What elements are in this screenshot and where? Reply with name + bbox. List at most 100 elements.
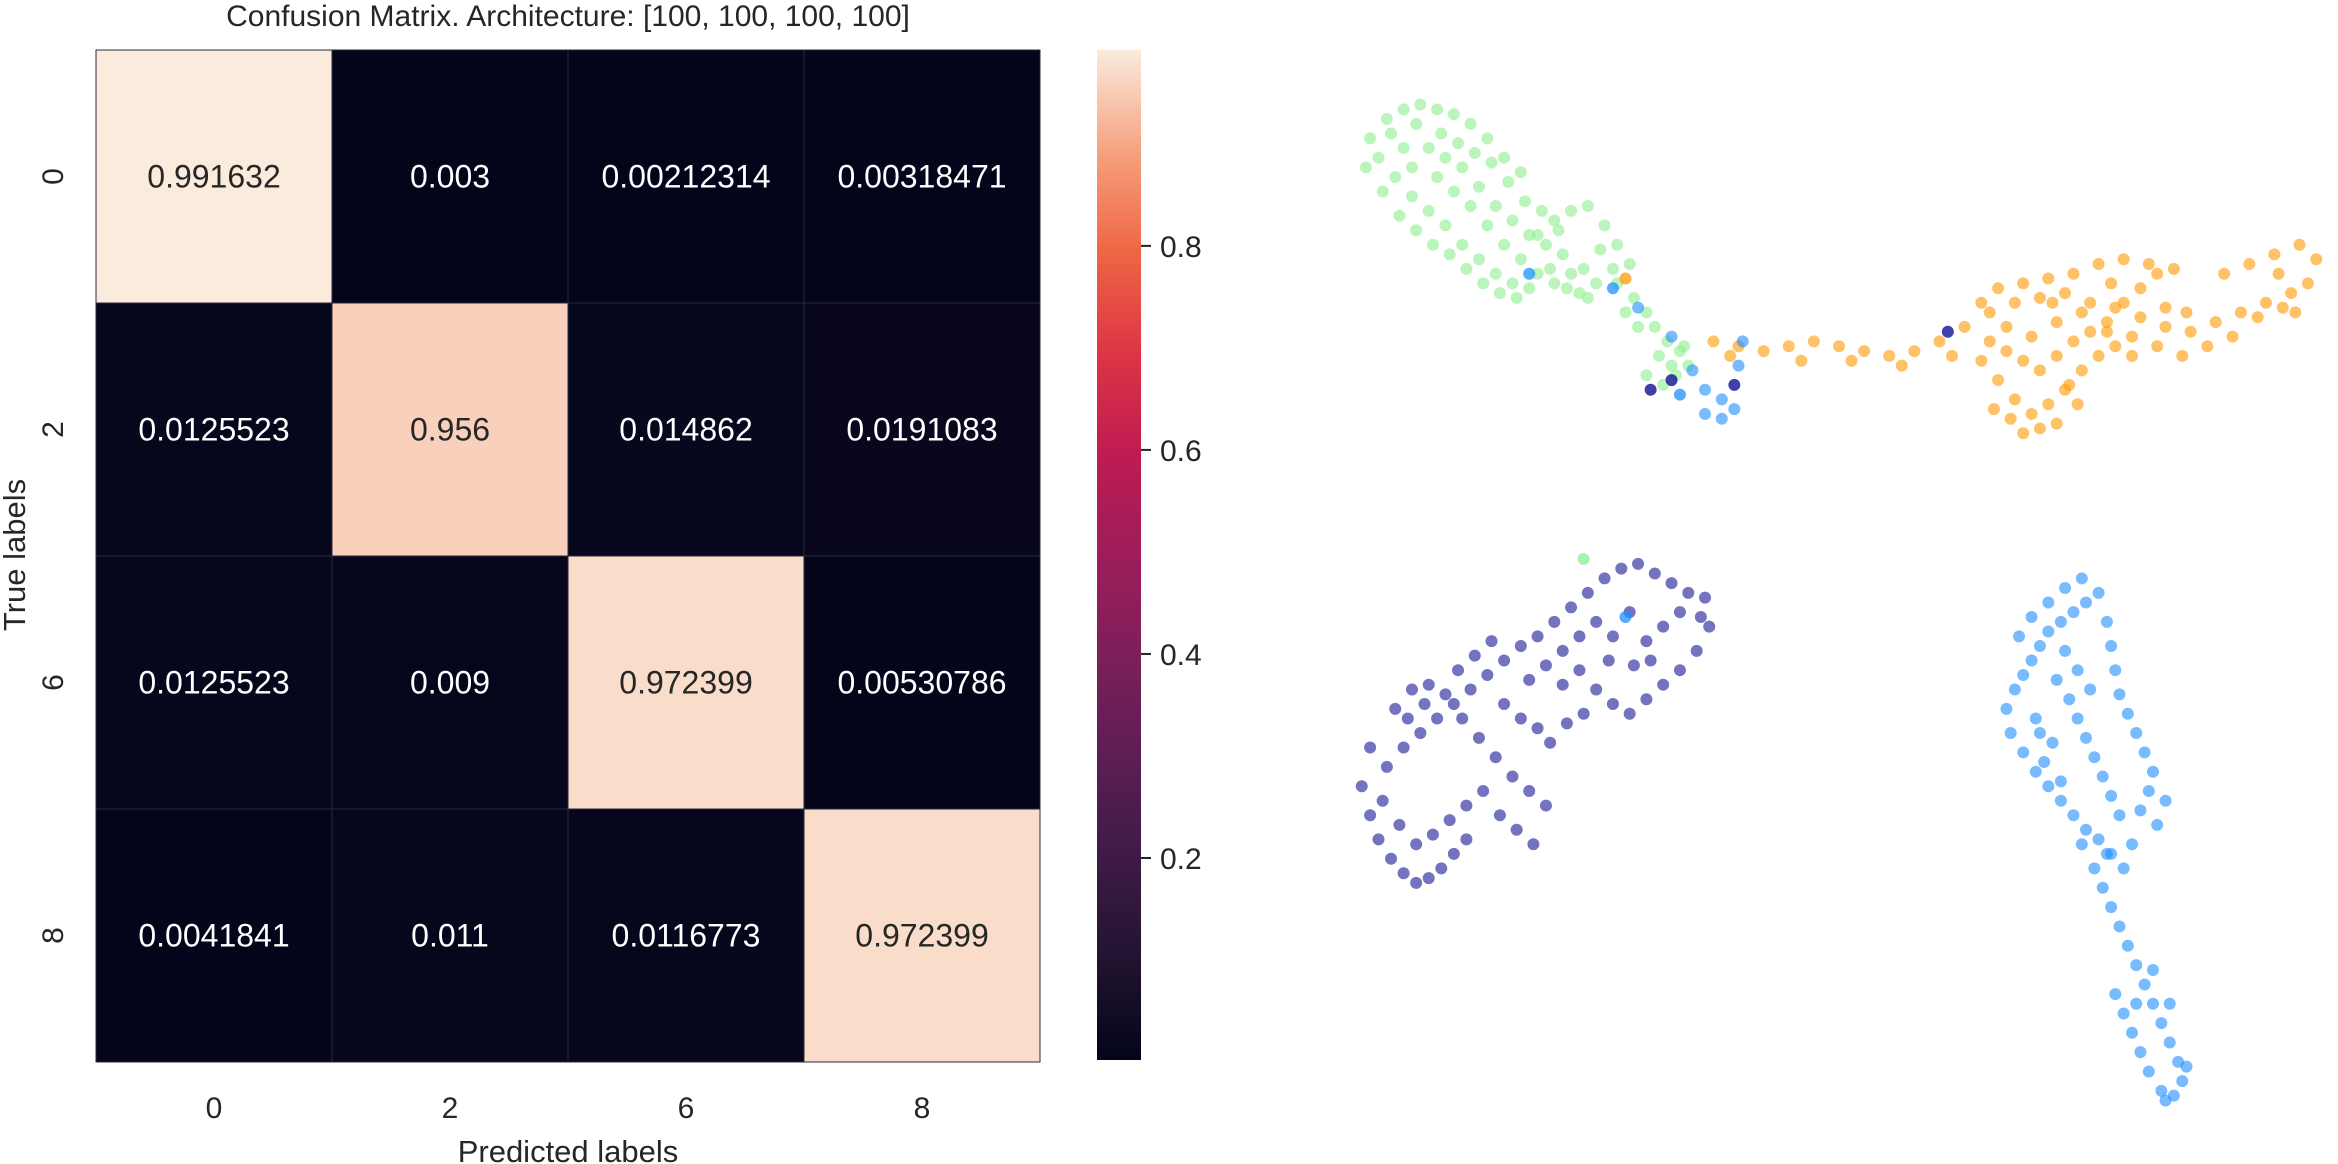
scatter-point bbox=[2033, 727, 2046, 740]
heatmap-x-ticks: 0 2 6 8 bbox=[206, 1092, 931, 1125]
scatter-point bbox=[1652, 349, 1665, 362]
heatmap-cell bbox=[331, 808, 569, 1063]
scatter-point bbox=[1598, 219, 1611, 232]
scatter-point bbox=[2071, 398, 2084, 411]
y-tick-label: 0 bbox=[37, 168, 70, 185]
scatter-point bbox=[1565, 601, 1578, 614]
scatter-point bbox=[2159, 794, 2172, 807]
scatter-point bbox=[1552, 224, 1565, 237]
scatter-point bbox=[1665, 359, 1678, 372]
scatter-point bbox=[1464, 117, 1477, 130]
scatter-point bbox=[2146, 963, 2159, 976]
scatter-point bbox=[1623, 707, 1636, 720]
scatter-point bbox=[2046, 736, 2059, 749]
scatter-point bbox=[1883, 349, 1896, 362]
scatter-point bbox=[2126, 1026, 2139, 1039]
scatter-point bbox=[1757, 345, 1770, 358]
scatter-point bbox=[1405, 190, 1418, 203]
scatter-point bbox=[2117, 862, 2130, 875]
scatter-point bbox=[1782, 340, 1795, 353]
scatter-point bbox=[1397, 867, 1410, 880]
scatter-point bbox=[1703, 620, 1716, 633]
scatter-point bbox=[1728, 378, 1741, 391]
scatter-point bbox=[1657, 620, 1670, 633]
scatter-point bbox=[1594, 243, 1607, 256]
scatter-point bbox=[2054, 775, 2067, 788]
scatter-point bbox=[2025, 611, 2038, 624]
scatter-point bbox=[1376, 185, 1389, 198]
scatter-point bbox=[2285, 287, 2298, 300]
scatter-point bbox=[2092, 349, 2105, 362]
scatter-point bbox=[2054, 615, 2067, 628]
scatter-point bbox=[1498, 654, 1511, 667]
heatmap-cells: 0.991632 0.003 0.00212314 0.00318471 0.01255… bbox=[95, 49, 1041, 1063]
scatter-point bbox=[1439, 688, 1452, 701]
heatmap-cell-label: 0.011 bbox=[411, 918, 489, 954]
scatter-point bbox=[1468, 146, 1481, 159]
heatmap-cell bbox=[95, 808, 333, 1063]
heatmap-cell bbox=[803, 555, 1041, 810]
scatter-point bbox=[2033, 422, 2046, 435]
scatter-point bbox=[2121, 939, 2134, 952]
scatter-point bbox=[2134, 1046, 2147, 1059]
scatter-point bbox=[1627, 659, 1640, 672]
scatter-point bbox=[2105, 277, 2118, 290]
scatter-point bbox=[1385, 127, 1398, 140]
scatter-point bbox=[2067, 606, 2080, 619]
scatter-point bbox=[2130, 959, 2143, 972]
scatter-point bbox=[1431, 171, 1444, 184]
scatter-point bbox=[1460, 799, 1473, 812]
scatter-point bbox=[1464, 683, 1477, 696]
scatter-point bbox=[1983, 306, 1996, 319]
scatter-point bbox=[2155, 1017, 2168, 1030]
scatter-point bbox=[1644, 383, 1657, 396]
scatter-point bbox=[2142, 1065, 2155, 1078]
scatter-point bbox=[1389, 702, 1402, 715]
scatter-point bbox=[1523, 267, 1536, 280]
scatter-point bbox=[1410, 838, 1423, 851]
scatter-point bbox=[1397, 142, 1410, 155]
heatmap-cell bbox=[803, 302, 1041, 557]
scatter-point bbox=[1573, 630, 1586, 643]
scatter-point bbox=[2063, 378, 2076, 391]
scatter-point bbox=[2163, 1036, 2176, 1049]
heatmap-cell-label: 0.972399 bbox=[855, 918, 988, 954]
scatter-point bbox=[1498, 698, 1511, 711]
scatter-point bbox=[1393, 818, 1406, 831]
scatter-point bbox=[2180, 306, 2193, 319]
scatter-point bbox=[2130, 727, 2143, 740]
scatter-point bbox=[2029, 712, 2042, 725]
scatter-point bbox=[2142, 785, 2155, 798]
scatter-point bbox=[2151, 818, 2164, 831]
scatter-point bbox=[1355, 780, 1368, 793]
scatter-point bbox=[1673, 388, 1686, 401]
scatter-point bbox=[1359, 161, 1372, 174]
scatter-point bbox=[2075, 838, 2088, 851]
heatmap-cell bbox=[331, 49, 569, 304]
scatter-point bbox=[1447, 847, 1460, 860]
scatter-point bbox=[2033, 364, 2046, 377]
scatter-point bbox=[1665, 330, 1678, 343]
scatter-point bbox=[1397, 741, 1410, 754]
scatter-point bbox=[2017, 354, 2030, 367]
scatter-point bbox=[1531, 267, 1544, 280]
scatter-point bbox=[1598, 572, 1611, 585]
scatter-point bbox=[1736, 335, 1749, 348]
scatter-point bbox=[2105, 901, 2118, 914]
scatter-point bbox=[1510, 291, 1523, 304]
scatter-point bbox=[1519, 195, 1532, 208]
scatter-point bbox=[2301, 277, 2314, 290]
heatmap-cell bbox=[331, 555, 569, 810]
scatter-point bbox=[2117, 1007, 2130, 1020]
scatter-point bbox=[1556, 644, 1569, 657]
scatter-point bbox=[1682, 586, 1695, 599]
scatter-point bbox=[1447, 698, 1460, 711]
scatter-point bbox=[2059, 644, 2072, 657]
scatter-point bbox=[1514, 712, 1527, 725]
scatter-point bbox=[2017, 669, 2030, 682]
scatter-point bbox=[1665, 577, 1678, 590]
heatmap-title: Confusion Matrix. Architecture: [100, 10… bbox=[226, 0, 910, 33]
scatter-point bbox=[2117, 296, 2130, 309]
heatmap-cell bbox=[95, 302, 333, 557]
